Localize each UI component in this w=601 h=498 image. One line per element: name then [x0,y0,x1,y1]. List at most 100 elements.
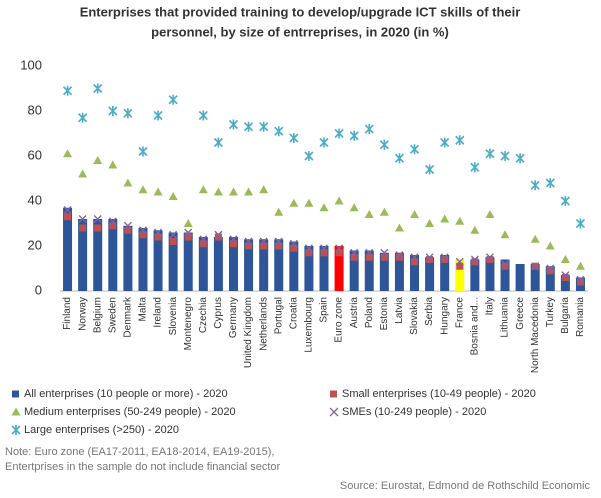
marker [79,224,87,232]
marker [274,126,284,137]
marker [319,137,329,148]
bar [108,219,118,291]
marker [379,207,389,216]
bar [485,257,495,291]
bar [560,275,570,291]
marker [199,240,207,248]
marker [289,133,299,143]
marker [470,255,479,264]
bar [153,230,163,291]
marker [410,210,420,218]
bar [410,255,420,291]
marker [289,239,298,248]
x-tick-label: Malta [138,297,149,322]
marker [304,198,314,207]
marker [335,249,343,257]
marker [470,162,480,173]
marker [425,253,434,262]
marker [365,248,374,257]
marker [576,278,584,286]
x-tick-label: Portugal [273,297,284,334]
marker [214,230,223,239]
marker [62,85,73,96]
x-tick-label: Greece [515,297,526,330]
marker [63,206,72,214]
marker [78,215,87,223]
marker [213,187,223,196]
marker [394,223,404,232]
marker [379,139,389,150]
marker [244,187,254,196]
marker [575,218,586,229]
marker [471,258,479,266]
marker [364,210,374,218]
x-tick-label: Bosnia and... [469,297,480,355]
marker [228,119,239,130]
bar [183,232,193,291]
marker [245,242,253,250]
x-tick-label: United Kingdom [243,297,254,368]
marker [168,94,178,105]
legend-label: Large enterprises (>250) - 2020 [24,424,179,436]
marker [93,83,103,94]
x-tick-label: Slovakia [409,297,420,335]
marker [364,124,374,134]
marker [244,237,253,246]
y-tick-label: 60 [28,147,42,162]
marker [108,106,118,116]
bar [379,252,389,291]
bar [289,241,299,291]
legend-swatch [11,407,21,416]
x-tick-label: Bulgaria [560,297,571,334]
marker [486,256,494,263]
marker [501,262,509,270]
marker [334,128,344,139]
marker [138,185,148,194]
marker [93,215,102,223]
x-tick-label: Slovenia [168,297,179,336]
bar [78,219,88,291]
marker [139,231,147,239]
marker [108,217,117,226]
bar [319,246,329,291]
marker [168,192,178,200]
marker [411,258,419,266]
x-tick-label: Czechia [198,297,209,334]
marker [78,169,88,178]
marker [395,251,404,259]
x-tick-label: North Macedonia [530,297,541,374]
marker [515,153,525,164]
bar [440,255,450,291]
marker [228,187,238,196]
note: Note: Euro zone (EA17-2011, EA18-2014, E… [5,446,274,458]
marker [305,249,313,257]
marker [78,112,88,123]
y-tick-label: 0 [35,282,42,297]
marker [153,110,163,121]
marker [123,221,132,230]
marker [456,262,464,270]
marker [485,210,495,218]
bar [123,225,133,291]
x-tick-label: Denmark [123,296,134,338]
marker [93,156,103,164]
x-tick-label: Austria [349,297,360,329]
bar [304,246,314,291]
marker [425,164,435,175]
marker [380,253,388,261]
marker [440,253,449,262]
marker [455,135,465,146]
marker [349,130,359,141]
x-tick-label: Netherlands [258,297,269,351]
marker [184,228,193,237]
marker [426,256,434,263]
marker [213,137,223,148]
marker [455,216,465,225]
bar [138,228,148,291]
marker [530,180,540,191]
marker [545,241,555,250]
bar [244,239,254,291]
marker [63,149,73,158]
bar [470,259,480,291]
marker [139,226,147,235]
